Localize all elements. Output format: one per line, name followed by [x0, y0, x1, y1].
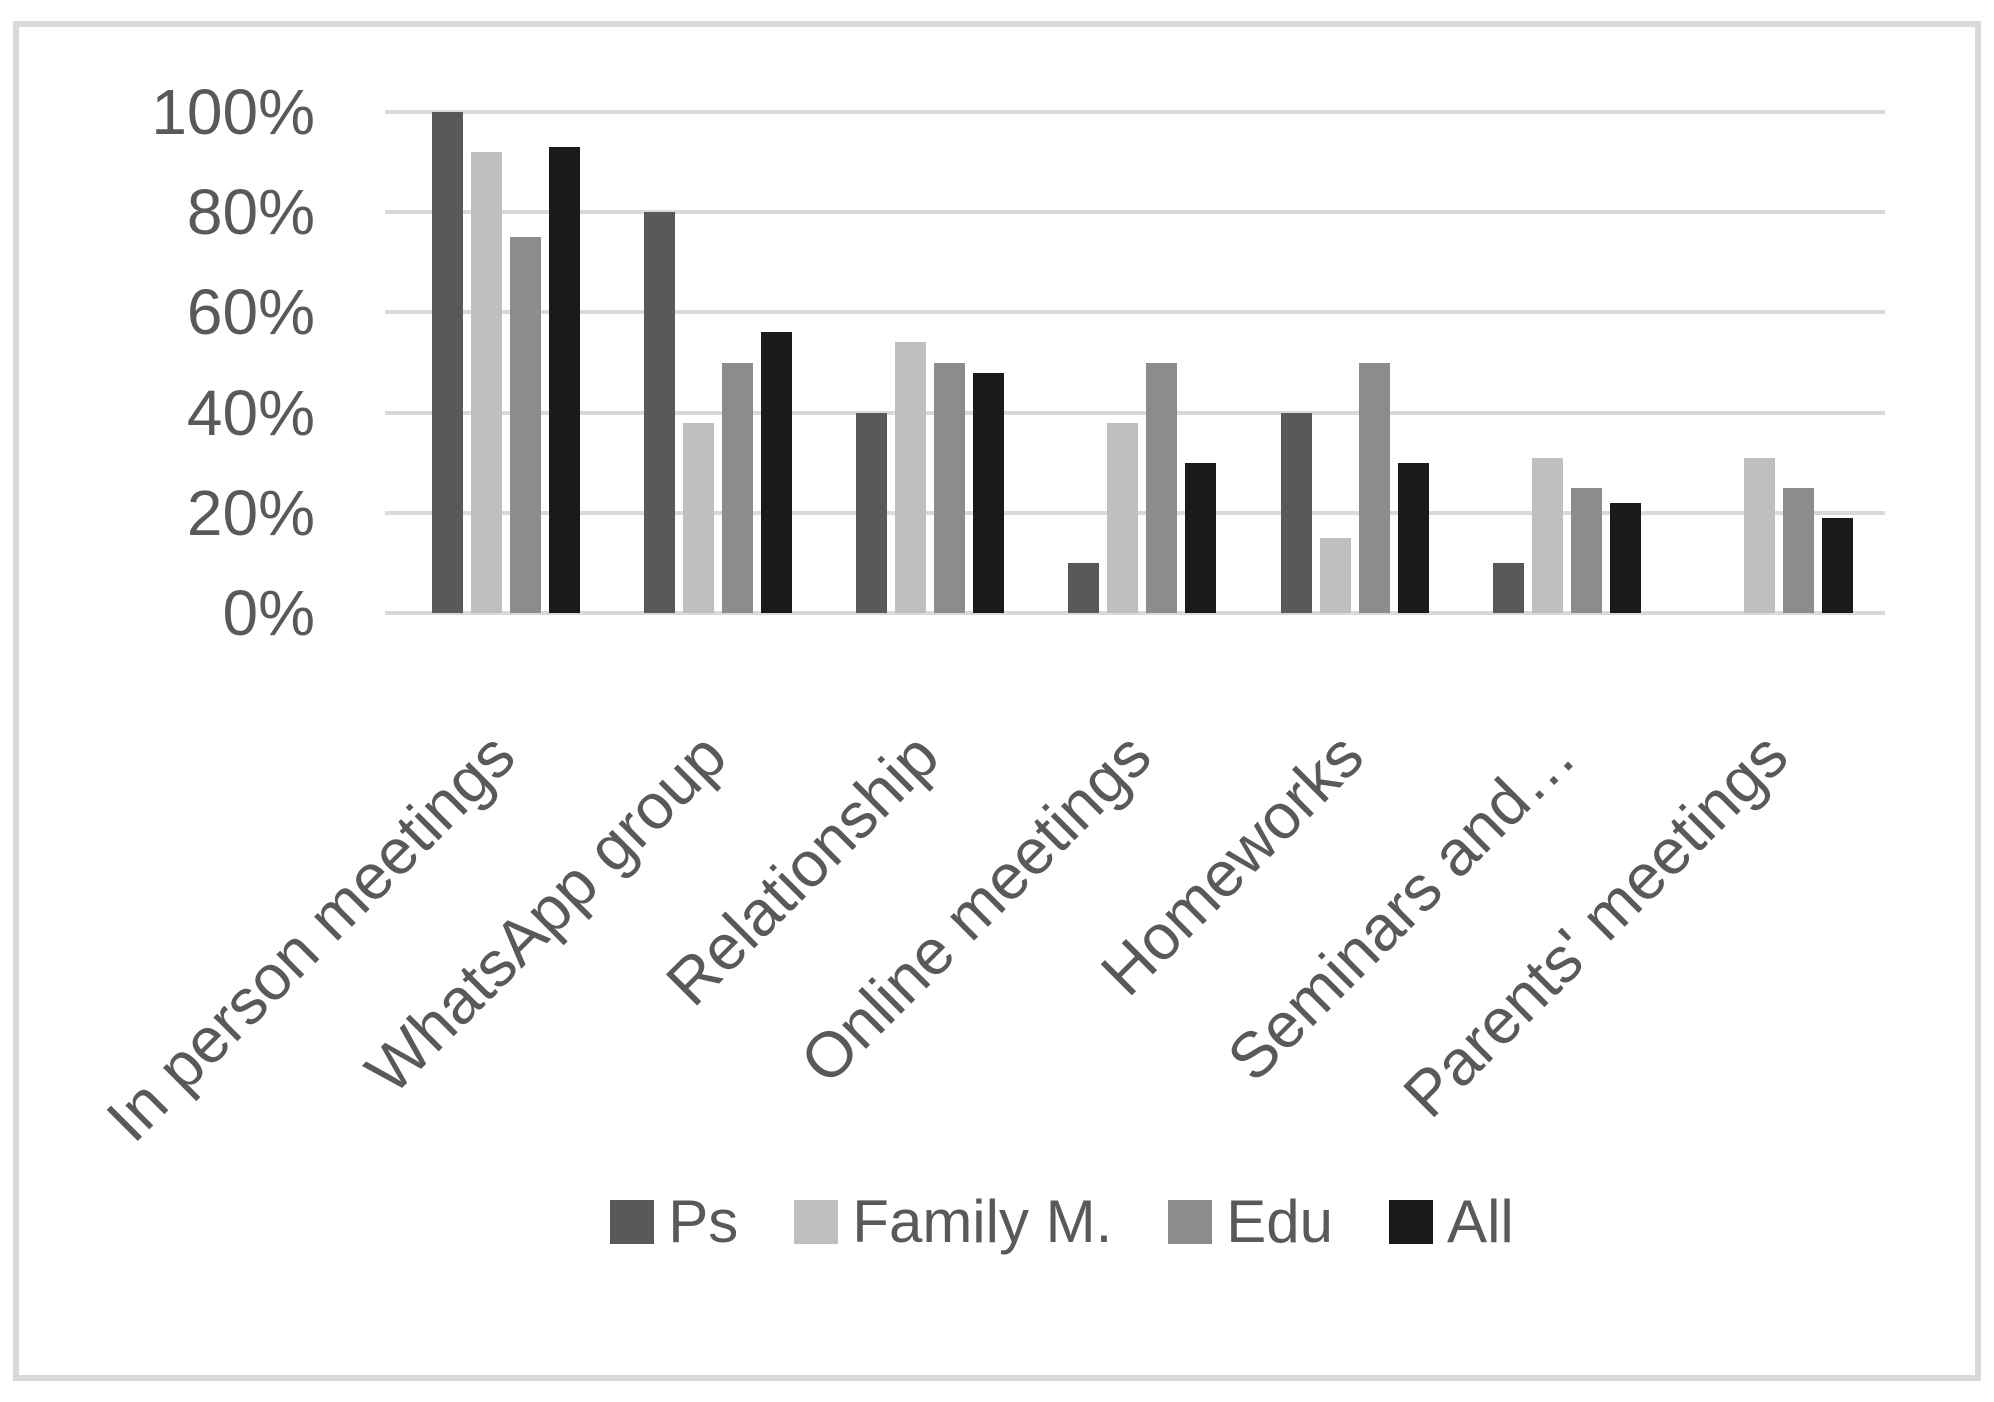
- legend: Ps Family M. Edu All: [0, 1192, 1994, 1252]
- y-axis-tick-label: 100%: [151, 76, 315, 148]
- gridline: [385, 210, 1885, 214]
- bar-group-parents-meetings: [1673, 112, 1885, 613]
- bar-group-homeworks: [1249, 112, 1461, 613]
- bar-family-m-seminars-and: [1531, 457, 1563, 613]
- legend-swatch-ps: [610, 1200, 655, 1244]
- bar-group-seminars-and: [1461, 112, 1673, 613]
- legend-label: Ps: [668, 1188, 739, 1255]
- gridline: [385, 110, 1885, 114]
- y-axis-tick-label: 20%: [186, 477, 315, 549]
- bar-ps-online-meetings: [1068, 562, 1100, 613]
- bar-family-m-whatsapp-group: [683, 422, 715, 613]
- bar-all-in-person-meetings: [549, 147, 581, 613]
- y-axis-tick-label: 40%: [186, 377, 315, 449]
- bar-groups: [400, 112, 1885, 613]
- legend-item-all: All: [1389, 1192, 1514, 1252]
- bar-group-in-person-meetings: [400, 112, 612, 613]
- bar-group-online-meetings: [1036, 112, 1248, 613]
- bar-family-m-in-person-meetings: [471, 152, 503, 613]
- bar-group-whatsapp-group: [612, 112, 824, 613]
- legend-label: Edu: [1226, 1188, 1334, 1255]
- bar-family-m-homeworks: [1319, 537, 1351, 613]
- gridline: [385, 310, 1885, 314]
- legend-swatch-edu: [1168, 1200, 1213, 1244]
- bar-edu-online-meetings: [1146, 362, 1178, 613]
- legend-label: All: [1447, 1188, 1514, 1255]
- bar-all-parents-meetings: [1821, 517, 1853, 613]
- legend-item-family-m: Family M.: [794, 1192, 1112, 1252]
- bar-all-whatsapp-group: [761, 332, 793, 613]
- legend-item-ps: Ps: [610, 1192, 738, 1252]
- legend-item-edu: Edu: [1168, 1192, 1333, 1252]
- y-axis-tick-label: 0%: [222, 577, 316, 649]
- bar-ps-whatsapp-group: [644, 212, 676, 613]
- bar-family-m-relationship: [895, 342, 927, 613]
- bar-edu-homeworks: [1358, 362, 1390, 613]
- bar-ps-relationship: [856, 412, 888, 613]
- bar-ps-seminars-and: [1492, 562, 1524, 613]
- bar-edu-in-person-meetings: [510, 237, 542, 613]
- legend-swatch-all: [1389, 1200, 1434, 1244]
- bar-all-seminars-and: [1609, 502, 1641, 613]
- bar-ps-in-person-meetings: [432, 112, 464, 613]
- bar-all-homeworks: [1397, 462, 1429, 613]
- legend-swatch-family-m: [794, 1200, 839, 1244]
- plot-area: [385, 110, 1885, 615]
- chart-border: [13, 21, 1981, 1381]
- bar-edu-parents-meetings: [1782, 487, 1814, 613]
- bar-edu-relationship: [934, 362, 966, 613]
- bar-edu-whatsapp-group: [722, 362, 754, 613]
- gridline: [385, 411, 1885, 415]
- legend-label: Family M.: [852, 1188, 1113, 1255]
- bar-group-relationship: [824, 112, 1036, 613]
- y-axis-tick-label: 80%: [186, 176, 315, 248]
- bar-ps-homeworks: [1280, 412, 1312, 613]
- bar-all-relationship: [973, 372, 1005, 613]
- y-axis-tick-label: 60%: [186, 276, 315, 348]
- bar-all-online-meetings: [1185, 462, 1217, 613]
- gridline: [385, 611, 1885, 615]
- bar-family-m-parents-meetings: [1743, 457, 1775, 613]
- bar-edu-seminars-and: [1570, 487, 1602, 613]
- bar-family-m-online-meetings: [1107, 422, 1139, 613]
